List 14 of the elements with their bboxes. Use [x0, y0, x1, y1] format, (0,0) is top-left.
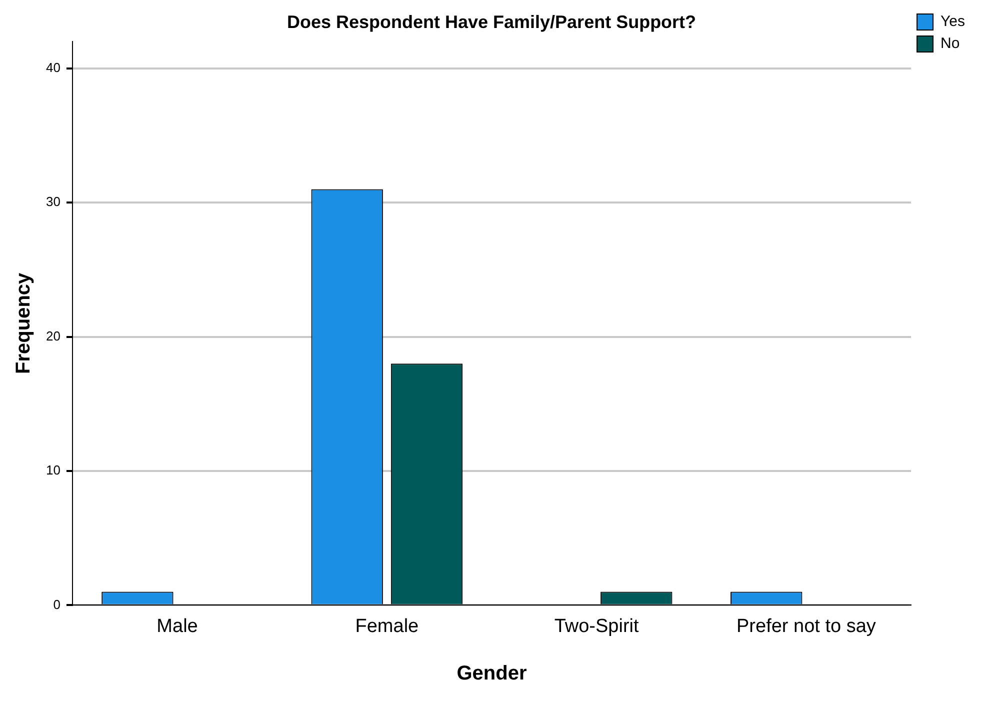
x-tick-label: Male: [156, 616, 198, 637]
y-tick-label: 30: [46, 194, 60, 210]
y-tick-label: 40: [46, 60, 60, 76]
legend-label: Yes: [940, 13, 966, 30]
y-tick-label: 10: [46, 462, 60, 478]
y-tick-label: 20: [46, 328, 60, 344]
y-tick-label: 0: [53, 596, 60, 612]
x-tick-label: Two-Spirit: [554, 616, 640, 637]
x-tick-label: Prefer not to say: [736, 616, 876, 637]
chart-title: Does Respondent Have Family/Parent Support?: [286, 12, 696, 32]
y-axis-title: Frequency: [12, 272, 35, 374]
legend-label: No: [940, 35, 960, 52]
x-axis-title: Gender: [456, 662, 527, 685]
x-tick-label: Female: [355, 616, 419, 637]
